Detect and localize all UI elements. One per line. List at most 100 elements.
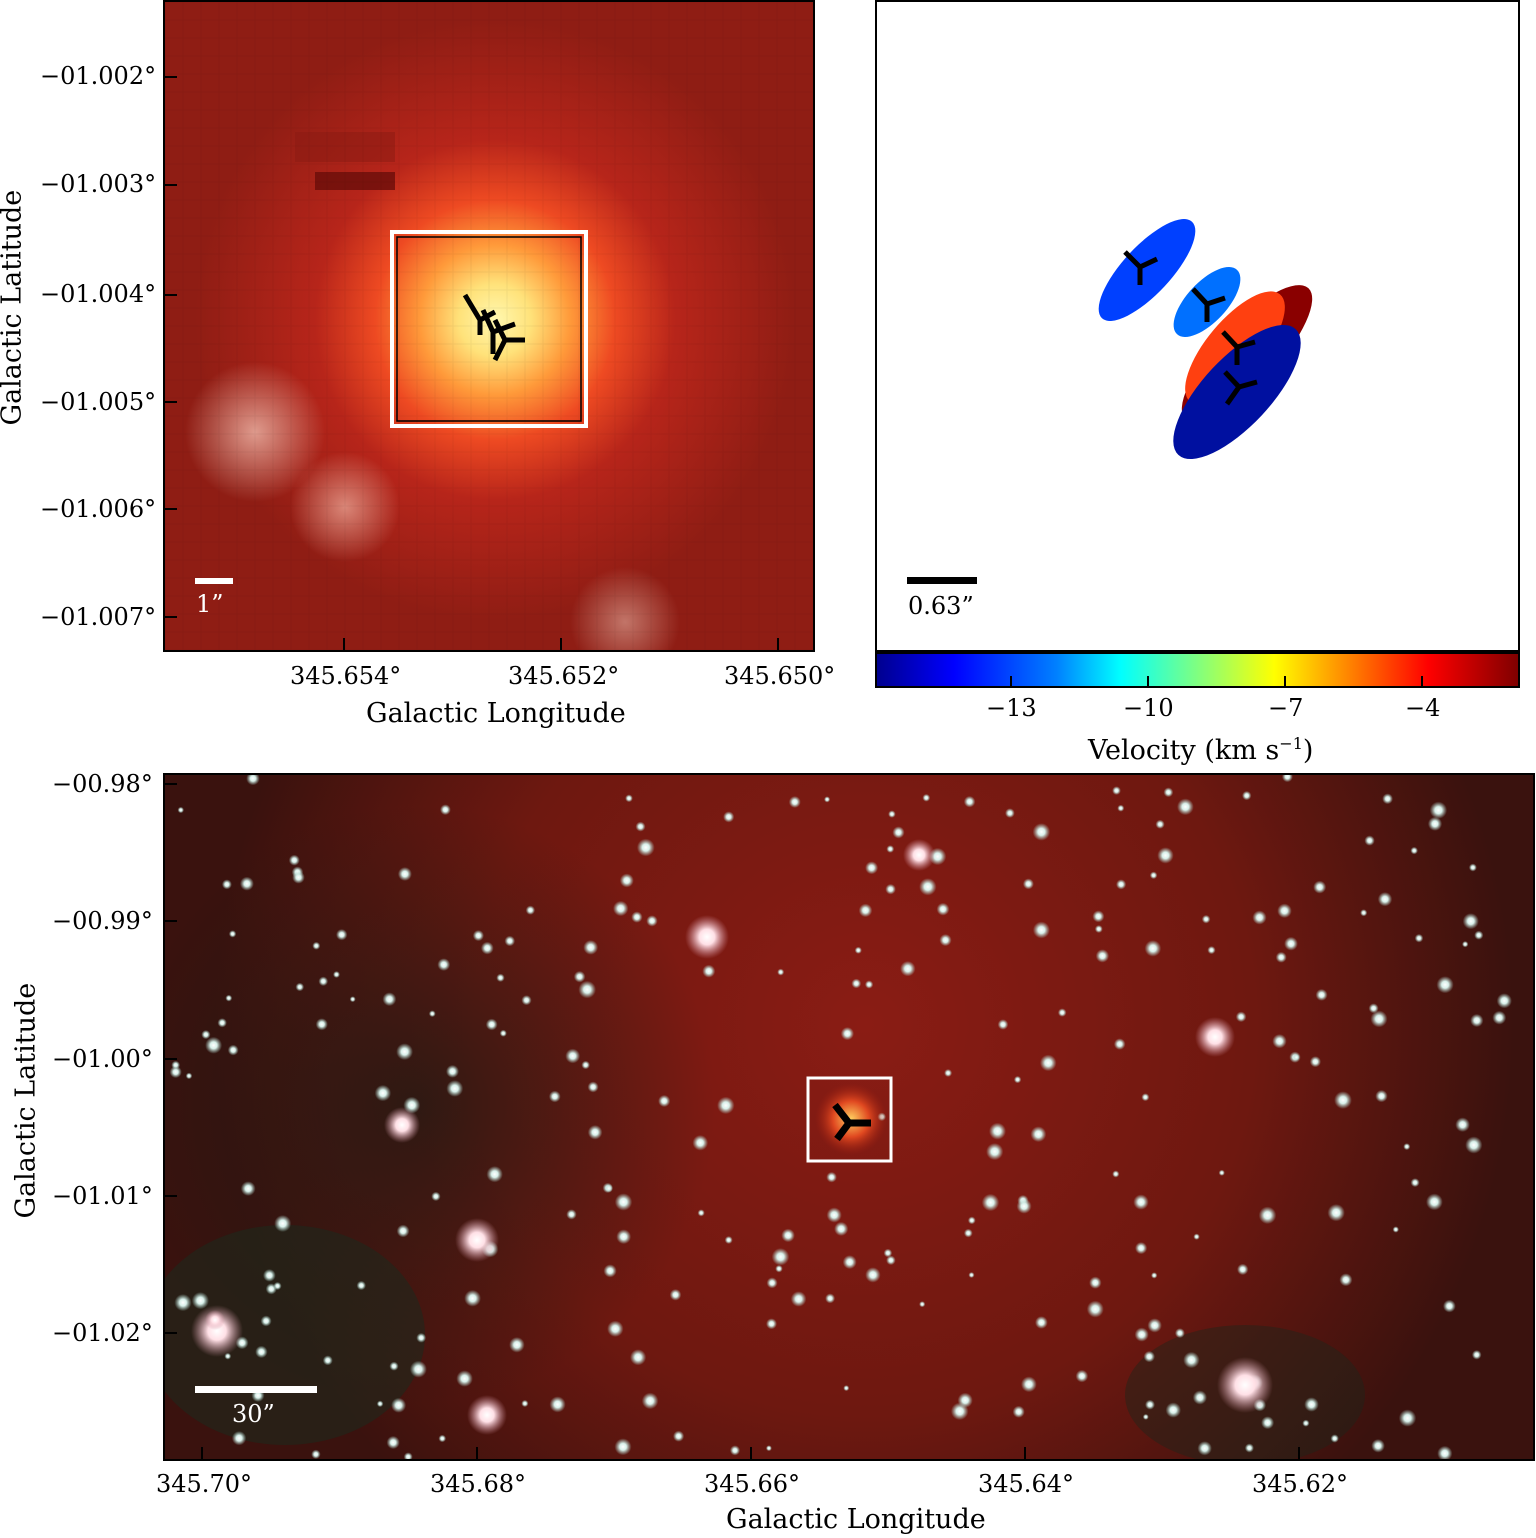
star [1141, 1093, 1150, 1102]
star [1496, 993, 1512, 1009]
bright-star [467, 1395, 507, 1435]
ytick-label: −01.003° [40, 170, 157, 198]
star [1339, 1273, 1353, 1287]
star [1174, 1328, 1185, 1339]
star [883, 1248, 893, 1258]
star [963, 795, 976, 808]
star [842, 1255, 857, 1270]
colorbar-tick: −10 [1123, 694, 1174, 722]
star [1237, 1263, 1249, 1276]
star [1147, 1318, 1162, 1333]
star [986, 1143, 1004, 1161]
bright-star [903, 839, 935, 871]
star [525, 905, 536, 915]
star [765, 1445, 772, 1452]
xtick-label: 345.68° [430, 1470, 526, 1498]
star [1144, 940, 1162, 957]
star [295, 982, 305, 992]
xtick-label: 345.654° [290, 662, 402, 690]
star [240, 1181, 256, 1196]
star [1193, 1233, 1200, 1240]
star [311, 1449, 321, 1459]
star [864, 980, 874, 989]
star [1375, 1089, 1388, 1103]
star [766, 1277, 778, 1289]
star [322, 1355, 333, 1366]
star [1242, 790, 1252, 801]
maser-marker-icon [832, 1102, 871, 1142]
star [587, 1125, 603, 1140]
y-axis-title: Galactic Latitude [0, 189, 28, 426]
star [1410, 846, 1418, 855]
bright-star [191, 1305, 243, 1357]
star [1455, 1117, 1470, 1132]
star [1057, 1008, 1067, 1017]
maser-marker-icon [462, 293, 525, 362]
star [446, 1064, 459, 1078]
star [549, 1396, 566, 1413]
star [509, 1337, 525, 1353]
star [566, 1209, 577, 1220]
ytick-label: −01.007° [40, 603, 157, 631]
star [1382, 793, 1393, 805]
star [185, 1072, 193, 1080]
star [1327, 1204, 1345, 1222]
colorbar-title-text: Velocity (km s [1088, 735, 1280, 766]
scalebar [907, 577, 977, 584]
star [1022, 878, 1034, 890]
star [843, 1385, 850, 1392]
star [989, 1122, 1006, 1140]
x-axis-title: Galactic Longitude [366, 698, 626, 729]
star [1462, 913, 1479, 930]
bright-star [455, 1218, 499, 1262]
star [440, 804, 451, 816]
star [614, 1438, 632, 1456]
colorbar-tick: −4 [1405, 694, 1441, 722]
star [221, 879, 232, 890]
star [1142, 1413, 1149, 1420]
xtick-label: 345.70° [156, 1470, 252, 1498]
star [950, 1402, 969, 1421]
star [1094, 925, 1103, 933]
ytick-label: −01.006° [40, 495, 157, 523]
star [391, 1397, 407, 1413]
scalebar-label: 0.63” [908, 592, 974, 620]
star [613, 900, 629, 917]
star [1089, 1276, 1102, 1289]
star [225, 994, 233, 1002]
star [1192, 1390, 1207, 1405]
star [1252, 910, 1267, 925]
star [382, 992, 397, 1007]
star [1414, 933, 1424, 943]
star [1012, 1405, 1025, 1418]
star [619, 873, 634, 888]
star [635, 821, 646, 832]
star [1197, 1441, 1212, 1456]
star [997, 1019, 1009, 1030]
star [1163, 787, 1174, 798]
star [886, 845, 895, 853]
star [292, 871, 305, 884]
star [775, 1264, 783, 1273]
star [1145, 1399, 1155, 1410]
star [565, 1048, 581, 1064]
star [1207, 946, 1216, 955]
xtick-label: 345.652° [508, 662, 620, 690]
star [1474, 930, 1484, 940]
colorbar-title-sup: −1 [1279, 734, 1303, 753]
star [169, 1065, 182, 1079]
star [673, 1430, 685, 1442]
star [349, 996, 356, 1003]
colorbar-tick: −7 [1268, 694, 1304, 722]
star [697, 1209, 705, 1217]
scalebar-label: 1” [196, 590, 224, 618]
star [587, 1081, 599, 1093]
star [1309, 1056, 1321, 1068]
zoom-heatmap [165, 2, 813, 650]
star [1157, 847, 1174, 864]
scalebar-label: 30” [232, 1400, 275, 1428]
star [315, 1018, 328, 1031]
star [1471, 1350, 1482, 1360]
star [1075, 1369, 1089, 1383]
star [1429, 801, 1448, 819]
